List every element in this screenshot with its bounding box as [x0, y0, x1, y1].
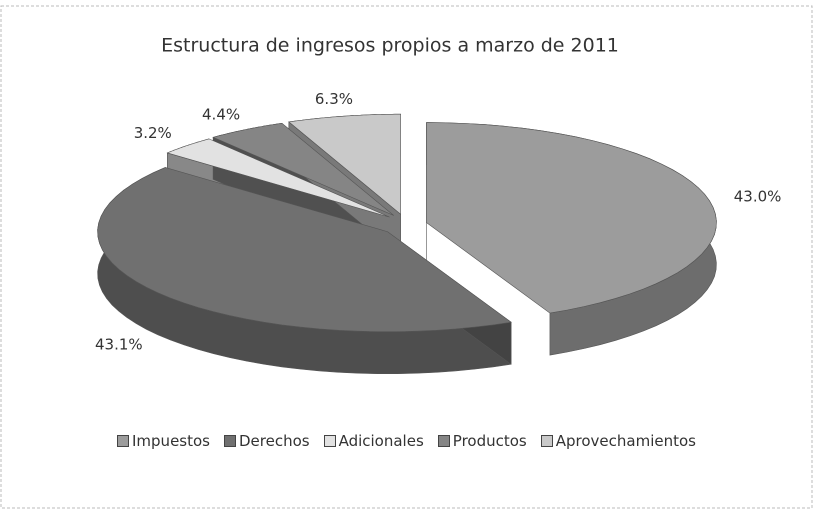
data-label: 43.1% [95, 336, 143, 354]
legend-item: Productos [437, 432, 527, 450]
slice [426, 122, 717, 314]
legend-swatch [437, 435, 450, 447]
frame [0, 5, 813, 509]
legend-item: Aprovechamientos [540, 432, 696, 450]
data-label: 43.0% [734, 188, 782, 206]
legend-label: Derechos [238, 432, 310, 450]
data-label: 6.3% [315, 90, 353, 108]
data-label: 3.2% [134, 124, 172, 142]
slice [212, 122, 394, 216]
legend-swatch [117, 435, 129, 447]
legend: Impuestos Derechos Adicionales Productos Apr… [0, 432, 813, 450]
data-label: 4.4% [202, 105, 240, 123]
legend-swatch [323, 435, 336, 447]
legend-item: Derechos [223, 432, 310, 450]
chart-title: Estructura de ingresos propios a marzo d… [161, 35, 619, 57]
legend-swatch [540, 435, 553, 447]
legend-item: Adicionales [323, 432, 424, 450]
legend-label: Impuestos [132, 432, 210, 450]
slice [166, 138, 390, 218]
slice [97, 167, 512, 332]
legend-label: Adicionales [338, 432, 424, 450]
slice [288, 113, 402, 215]
legend-swatch [223, 435, 236, 447]
legend-item: Impuestos [117, 432, 210, 450]
legend-label: Productos [452, 432, 527, 450]
legend-label: Aprovechamientos [555, 432, 696, 450]
